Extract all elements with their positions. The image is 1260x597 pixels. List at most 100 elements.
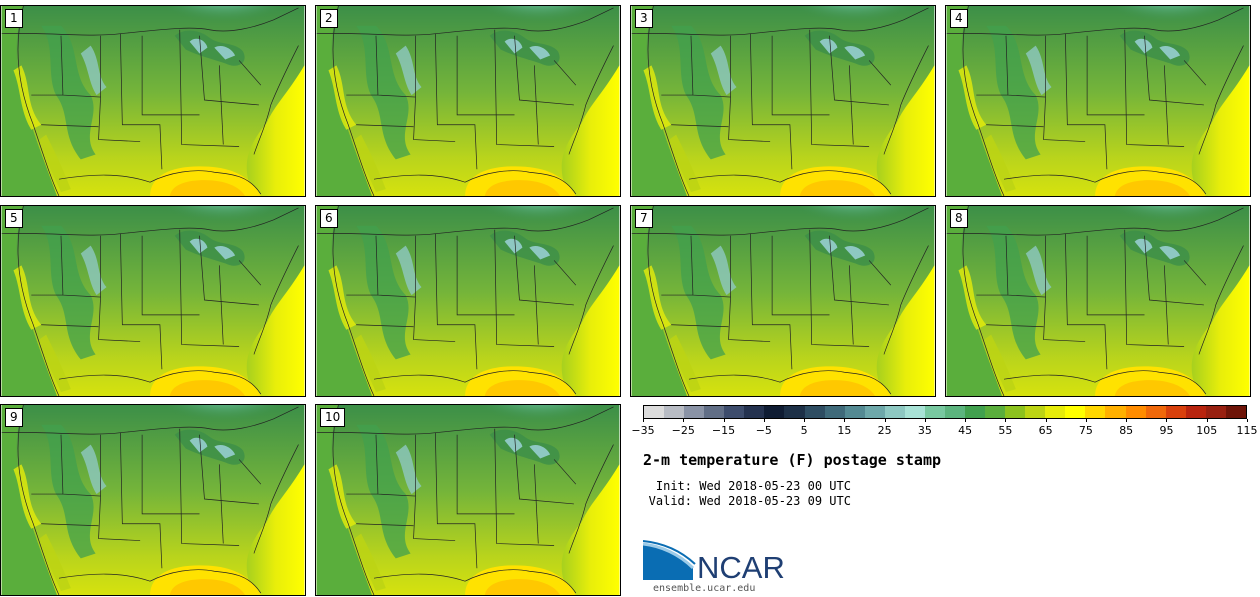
colorbar-segment <box>1205 406 1226 418</box>
valid-time: Valid: Wed 2018-05-23 09 UTC <box>643 494 851 508</box>
member-label-5: 5 <box>5 209 23 228</box>
member-label-7: 7 <box>635 209 653 228</box>
colorbar-segment <box>1005 406 1026 418</box>
ncar-logo: NCAR <box>643 540 785 584</box>
colorbar-tick <box>763 419 765 422</box>
stamp-map-9 <box>1 405 305 595</box>
colorbar-tick-label: 25 <box>877 424 892 437</box>
colorbar-tick-label: 45 <box>958 424 973 437</box>
colorbar-segment <box>644 406 665 418</box>
colorbar-segment <box>985 406 1006 418</box>
colorbar-tick <box>1206 419 1208 422</box>
colorbar-tick-label: 35 <box>917 424 932 437</box>
colorbar-tick <box>1085 419 1087 422</box>
colorbar-segment <box>1185 406 1206 418</box>
colorbar-tick <box>1247 419 1248 422</box>
colorbar-segment <box>1065 406 1086 418</box>
stamp-map-3 <box>631 6 935 196</box>
stamp-panel-7: 7 <box>630 205 936 397</box>
init-label: Init: <box>655 479 692 493</box>
colorbar-tick <box>643 419 644 422</box>
stamp-map-4 <box>946 6 1250 196</box>
colorbar-tick-label: −35 <box>631 424 655 437</box>
colorbar-segment <box>664 406 685 418</box>
stamp-panel-6: 6 <box>315 205 621 397</box>
valid-label: Valid: <box>648 494 692 508</box>
colorbar-segment <box>724 406 745 418</box>
colorbar-tick-label: 95 <box>1159 424 1174 437</box>
colorbar-segment <box>1145 406 1166 418</box>
colorbar-tick-label: 15 <box>837 424 852 437</box>
logo-url: ensemble.ucar.edu <box>653 583 756 594</box>
stamp-panel-2: 2 <box>315 5 621 197</box>
colorbar-tick <box>844 419 846 422</box>
stamp-map-10 <box>316 405 620 595</box>
stamp-map-8 <box>946 206 1250 396</box>
colorbar-segment <box>764 406 785 418</box>
colorbar-segment <box>824 406 845 418</box>
colorbar-tick-label: 85 <box>1119 424 1134 437</box>
colorbar-ticks: −35 −25 −15 −5 5 15 25 35 45 55 65 75 85 95 105 115 <box>631 419 1258 441</box>
colorbar-segment <box>944 406 965 418</box>
colorbar-tick <box>804 419 806 422</box>
member-label-4: 4 <box>950 9 968 28</box>
colorbar-segment <box>684 406 705 418</box>
colorbar-segment <box>784 406 805 418</box>
member-label-8: 8 <box>950 209 968 228</box>
colorbar-tick-label: −5 <box>755 424 772 437</box>
colorbar-segment <box>1165 406 1186 418</box>
member-label-6: 6 <box>320 209 338 228</box>
colorbar-tick <box>924 419 926 422</box>
colorbar-tick-label: 105 <box>1196 424 1218 437</box>
colorbar-tick <box>884 419 886 422</box>
colorbar-tick-label: 75 <box>1078 424 1093 437</box>
stamp-map-7 <box>631 206 935 396</box>
colorbar-tick <box>683 419 685 422</box>
member-label-10: 10 <box>320 408 346 427</box>
colorbar-tick <box>1126 419 1128 422</box>
colorbar-tick-label: 115 <box>1236 424 1258 437</box>
colorbar-tick <box>965 419 967 422</box>
plot-title: 2-m temperature (F) postage stamp <box>643 451 942 469</box>
stamp-map-6 <box>316 206 620 396</box>
stamp-map-1 <box>1 6 305 196</box>
stamp-map-5 <box>1 206 305 396</box>
stamp-panel-10: 10 <box>315 404 621 596</box>
colorbar-tick <box>1166 419 1168 422</box>
colorbar-segment <box>744 406 765 418</box>
colorbar-segment <box>904 406 925 418</box>
colorbar-segment <box>1045 406 1066 418</box>
stamp-panel-5: 5 <box>0 205 306 397</box>
colorbar-segment <box>1085 406 1106 418</box>
colorbar-segment <box>804 406 825 418</box>
colorbar-segment <box>1225 406 1246 418</box>
stamp-panel-3: 3 <box>630 5 936 197</box>
colorbar-tick <box>1045 419 1047 422</box>
colorbar-tick-label: −25 <box>671 424 695 437</box>
stamp-panel-1: 1 <box>0 5 306 197</box>
stamp-map-2 <box>316 6 620 196</box>
colorbar-tick-label: 5 <box>800 424 808 437</box>
member-label-1: 1 <box>5 9 23 28</box>
colorbar-segment <box>1125 406 1146 418</box>
member-label-9: 9 <box>5 408 23 427</box>
temperature-colorbar <box>643 405 1247 419</box>
colorbar-tick-label: −15 <box>711 424 736 437</box>
colorbar-segment <box>965 406 986 418</box>
colorbar-segment <box>1105 406 1126 418</box>
colorbar-tick-label: 55 <box>998 424 1013 437</box>
valid-value: Wed 2018-05-23 09 UTC <box>699 494 851 508</box>
init-time: Init: Wed 2018-05-23 00 UTC <box>643 479 851 493</box>
colorbar-segment <box>704 406 725 418</box>
member-label-3: 3 <box>635 9 653 28</box>
member-label-2: 2 <box>320 9 338 28</box>
colorbar-segment <box>1025 406 1046 418</box>
stamp-panel-9: 9 <box>0 404 306 596</box>
colorbar-segment <box>884 406 905 418</box>
colorbar-segment <box>924 406 945 418</box>
colorbar-segment <box>844 406 865 418</box>
init-value: Wed 2018-05-23 00 UTC <box>699 479 851 493</box>
colorbar-segment <box>864 406 885 418</box>
stamp-panel-8: 8 <box>945 205 1251 397</box>
colorbar-tick <box>1005 419 1007 422</box>
